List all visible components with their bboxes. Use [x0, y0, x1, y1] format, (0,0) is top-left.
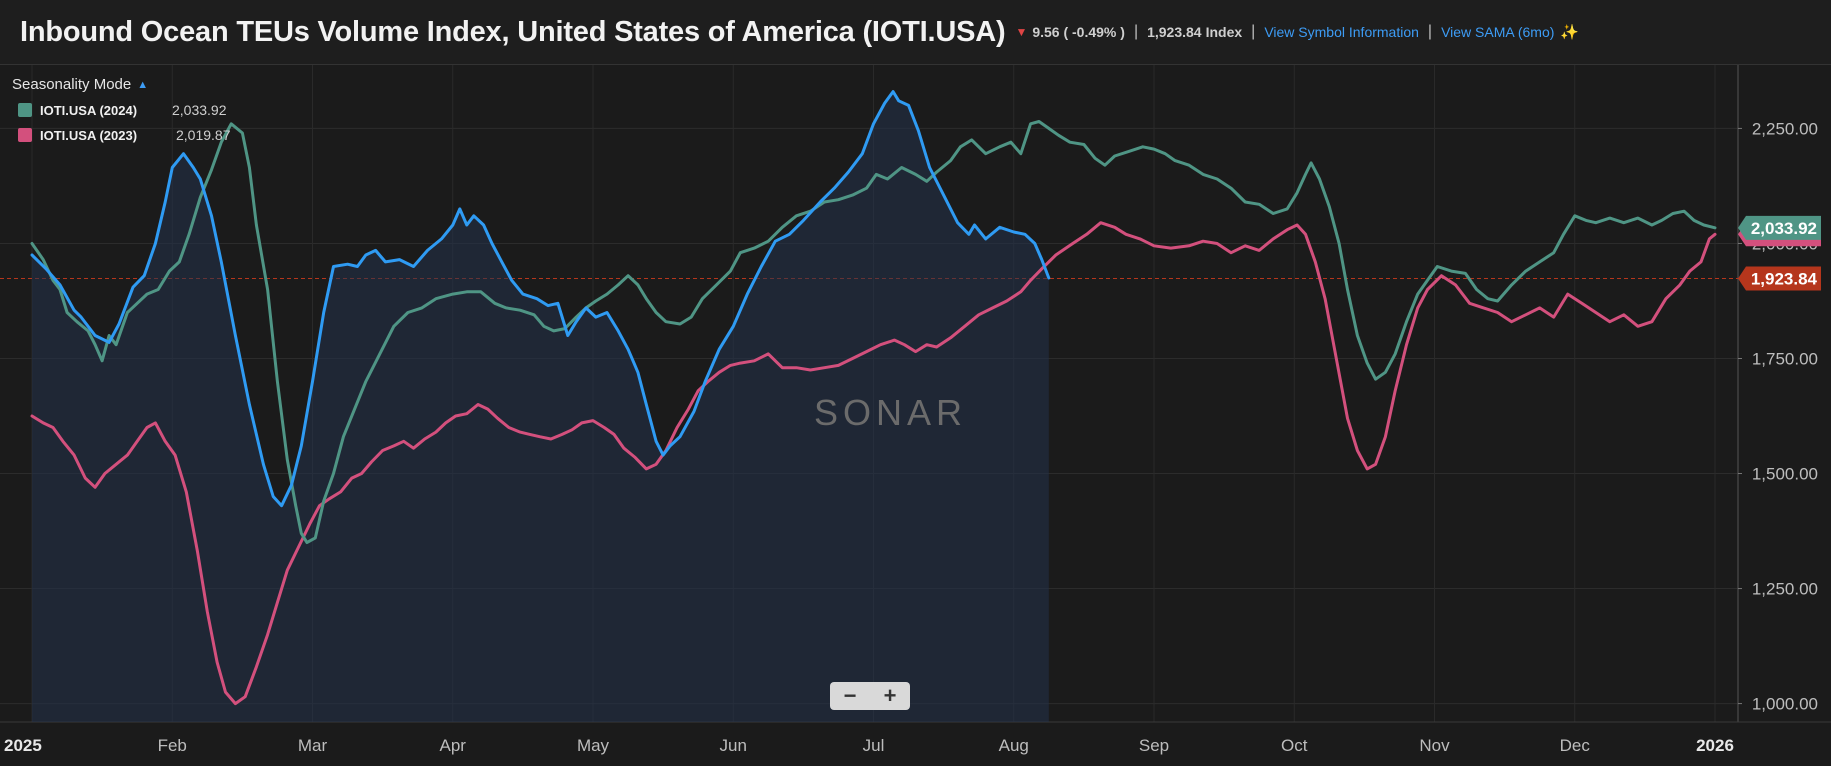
- series-line-y2023: [30, 221, 1717, 706]
- down-arrow-icon: ▼: [1015, 25, 1028, 39]
- last-value-badge-current-bg: [1738, 266, 1821, 291]
- x-tick-label: Apr: [440, 736, 467, 755]
- legend-value-2024: 2,033.92: [172, 102, 227, 118]
- y-tick-label: 1,250.00: [1752, 580, 1818, 599]
- legend-item-2023[interactable]: IOTI.USA (2023) 2,019.87: [12, 127, 231, 143]
- view-sama-link[interactable]: View SAMA (6mo): [1441, 24, 1555, 40]
- legend-name-2024: IOTI.USA (2024): [40, 102, 138, 118]
- x-tick-label: Oct: [1281, 736, 1308, 755]
- sonar-watermark: SONAR: [814, 392, 968, 433]
- series-line-y2024: [30, 120, 1717, 544]
- current-series-area: [32, 91, 1049, 722]
- y-tick-label: 1,750.00: [1752, 349, 1818, 368]
- x-tick-label: Aug: [999, 736, 1029, 755]
- zoom-out-button[interactable]: −: [843, 683, 857, 708]
- change-indicator: ▼ 9.56 ( -0.49% ): [1015, 24, 1125, 40]
- last-value-badge-2024: 2,033.92: [1738, 215, 1821, 240]
- x-tick-label: 2026: [1696, 736, 1734, 755]
- legend-name-2023: IOTI.USA (2023): [40, 127, 138, 143]
- chevron-up-icon[interactable]: ▲: [137, 78, 149, 91]
- legend-value-2023: 2,019.87: [176, 127, 231, 143]
- x-tick-label: Dec: [1560, 736, 1591, 755]
- x-tick-label: Sep: [1139, 736, 1169, 755]
- chart-header: Inbound Ocean TEUs Volume Index, United …: [0, 0, 1831, 65]
- legend-item-2024[interactable]: IOTI.USA (2024) 2,033.92: [12, 102, 231, 118]
- legend: Seasonality Mode ▲ IOTI.USA (2024) 2,033…: [12, 76, 231, 143]
- seasonality-mode-label: Seasonality Mode: [12, 76, 132, 93]
- last-value-badge-current: 1,923.84: [1738, 266, 1821, 291]
- x-tick-label: 2025: [4, 736, 42, 755]
- last-price: 1,923.84: [1147, 24, 1202, 40]
- price-unit: Index: [1205, 24, 1243, 40]
- y-tick-label: 1,500.00: [1752, 465, 1818, 484]
- x-tick-label: Nov: [1419, 736, 1450, 755]
- x-tick-label: Feb: [158, 736, 187, 755]
- divider: |: [1427, 23, 1433, 40]
- x-tick-label: Jun: [720, 736, 747, 755]
- sparkle-icon[interactable]: ✨: [1560, 24, 1580, 41]
- divider: |: [1133, 23, 1139, 40]
- x-tick-label: May: [577, 736, 610, 755]
- legend-swatch-2024: [18, 103, 32, 117]
- last-value-badge-current-text: 1,923.84: [1751, 269, 1818, 288]
- last-value-badge-2024-text: 2,033.92: [1751, 219, 1817, 238]
- series-line-current: [30, 90, 1051, 508]
- view-symbol-info-link[interactable]: View Symbol Information: [1264, 24, 1419, 40]
- divider: |: [1251, 23, 1256, 40]
- x-tick-label: Mar: [298, 736, 328, 755]
- x-tick-label: Jul: [863, 736, 885, 755]
- seasonality-mode-toggle[interactable]: Seasonality Mode ▲: [12, 76, 231, 93]
- zoom-controls: − +: [830, 682, 910, 710]
- last-value-badge-2024-bg: [1738, 215, 1821, 240]
- y-tick-label: 1,000.00: [1752, 695, 1818, 714]
- change-value: 9.56 ( -0.49% ): [1032, 24, 1125, 40]
- zoom-in-button[interactable]: +: [883, 683, 897, 708]
- page-title: Inbound Ocean TEUs Volume Index, United …: [20, 15, 1006, 48]
- legend-swatch-2023: [18, 128, 32, 142]
- y-tick-label: 2,250.00: [1752, 119, 1818, 138]
